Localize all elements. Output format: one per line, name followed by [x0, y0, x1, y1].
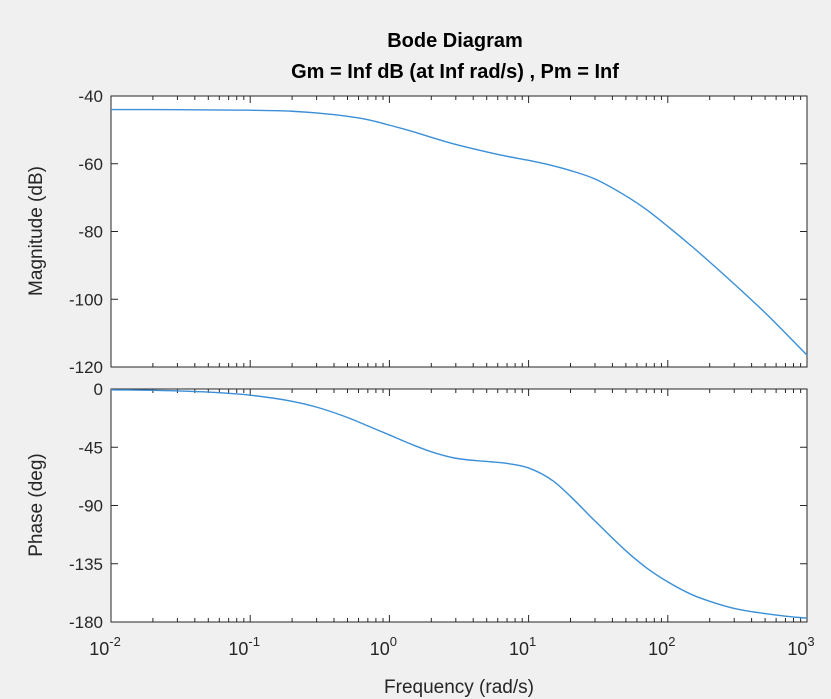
magnitude-axes-box	[110, 95, 808, 368]
phase-axes-box	[110, 388, 808, 623]
x-tick-label: 100	[370, 634, 397, 659]
phase-ticks	[110, 388, 808, 623]
magnitude-ticks	[110, 95, 808, 368]
magnitude-y-tick-label: -120	[69, 358, 103, 377]
magnitude-y-tick-label: -60	[78, 155, 103, 174]
phase-y-tick-label: -135	[69, 555, 103, 574]
x-tick-label: 10-1	[228, 634, 260, 659]
x-tick-label: 103	[787, 634, 814, 659]
phase-y-tick-label: -90	[78, 497, 103, 516]
x-tick-label: 10-2	[89, 634, 121, 659]
chart-subtitle: Gm = Inf dB (at Inf rad/s) , Pm = Inf	[291, 61, 619, 83]
phase-y-axis-label: Phase (deg)	[26, 453, 47, 557]
phase-y-tick-label: -45	[78, 438, 103, 457]
magnitude-y-axis-label: Magnitude (dB)	[26, 166, 47, 296]
magnitude-curve	[111, 108, 808, 356]
x-tick-label: 102	[648, 634, 675, 659]
magnitude-panel: -40 -60 -80 -100 -120 Magnitude (dB)	[26, 87, 808, 377]
x-tick-label: 101	[509, 634, 536, 659]
phase-panel: 0 -45 -90 -135 -180 10-2 10-1 100 101 102 103 Pha…	[26, 380, 815, 698]
phase-y-tick-labels: 0 -45 -90 -135 -180	[69, 380, 103, 632]
magnitude-y-tick-label: -80	[78, 223, 103, 242]
magnitude-y-tick-label: -40	[78, 87, 103, 106]
phase-y-tick-label: 0	[94, 380, 103, 399]
magnitude-y-tick-labels: -40 -60 -80 -100 -120	[69, 87, 103, 377]
x-axis-label: Frequency (rad/s)	[384, 677, 534, 698]
phase-curve	[110, 389, 808, 619]
magnitude-y-tick-label: -100	[69, 290, 103, 309]
frequency-x-tick-labels: 10-2 10-1 100 101 102 103	[89, 634, 814, 659]
phase-y-tick-label: -180	[69, 613, 103, 632]
chart-title: Bode Diagram	[387, 30, 523, 52]
